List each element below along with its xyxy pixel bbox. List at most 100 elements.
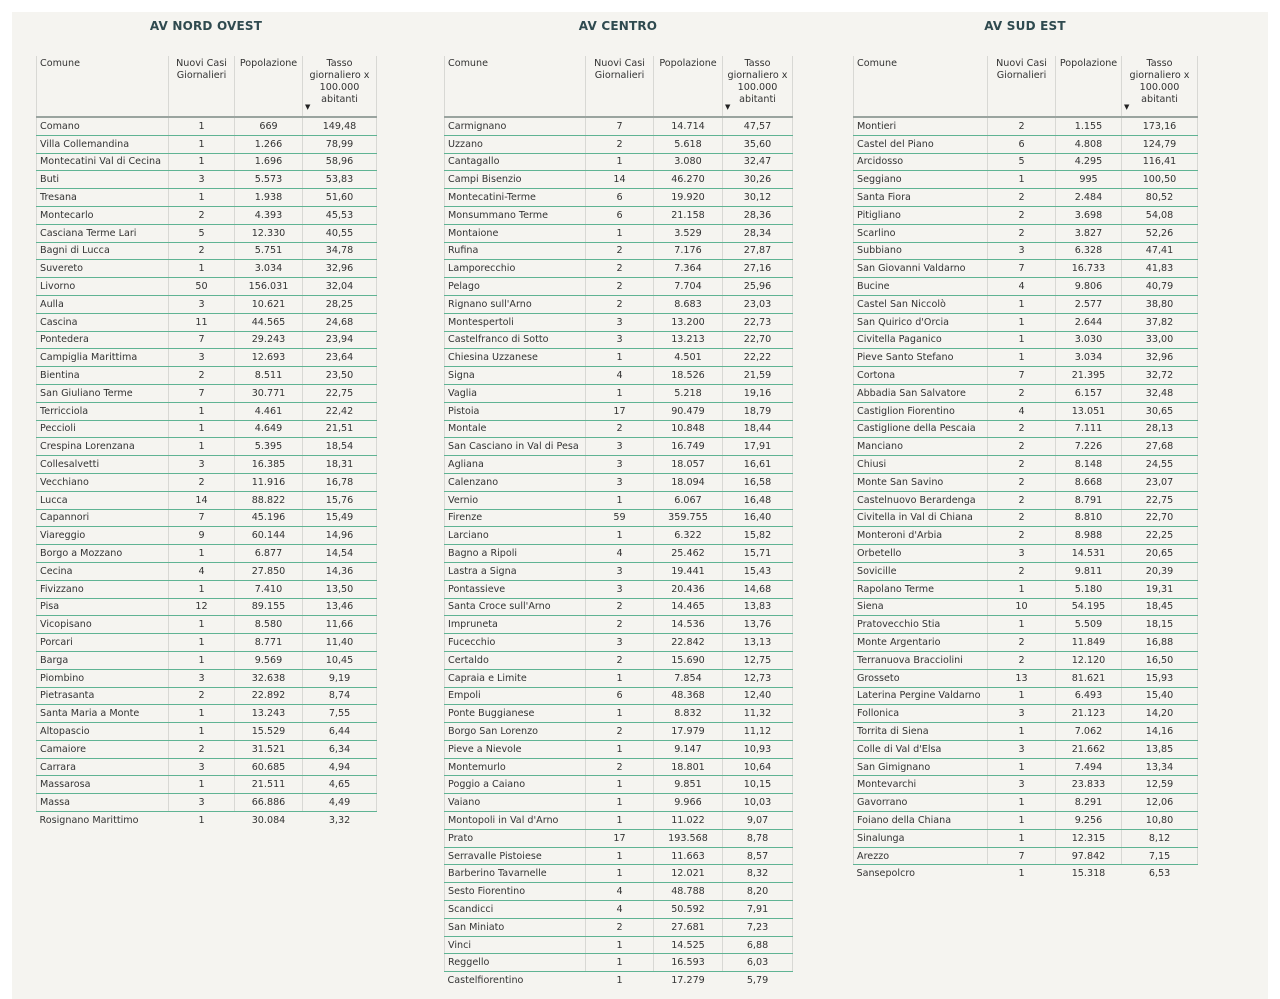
cases-table: Comune Nuovi Casi Giornalieri Popolazione T… xyxy=(444,56,793,989)
rate-cell: 53,83 xyxy=(302,170,377,190)
population-cell: 5.218 xyxy=(653,384,723,403)
comune-cell: Arezzo xyxy=(853,847,988,866)
population-cell: 17.279 xyxy=(671,975,705,987)
comune-cell: Foiano della Chiana xyxy=(853,811,988,830)
table-row: Piombino 3 32.638 9,19 xyxy=(36,669,377,688)
rate-cell: 15,82 xyxy=(722,526,793,546)
comune-cell: Massarosa xyxy=(36,775,169,795)
comune-cell: Scarlino xyxy=(853,224,988,243)
rate-cell: 100,50 xyxy=(1121,170,1198,190)
population-cell: 3.034 xyxy=(234,259,303,279)
table-row: Castelfiorentino 1 17.279 5,79 xyxy=(445,972,793,989)
cases-cell: 1 xyxy=(987,331,1056,350)
table-row: Buti 3 5.573 53,83 xyxy=(36,170,377,190)
cases-cell: 1 xyxy=(585,793,654,813)
column-header-cases[interactable]: Nuovi Casi Giornalieri xyxy=(585,56,654,118)
population-cell: 6.493 xyxy=(1055,687,1122,706)
cases-cell: 3 xyxy=(585,580,654,599)
header-row: Comune Nuovi Casi Giornalieri Popolazione T… xyxy=(444,56,793,118)
rate-cell: 22,75 xyxy=(302,384,377,403)
region-title: AV CENTRO xyxy=(578,19,658,33)
cases-cell: 1 xyxy=(585,224,654,243)
cases-cell: 2 xyxy=(168,242,235,261)
column-header-label: Tasso giornaliero x 100.000 abitanti xyxy=(309,58,370,105)
rate-cell: 27,68 xyxy=(1121,437,1198,457)
comune-cell: Sinalunga xyxy=(853,829,988,848)
rate-cell: 20,39 xyxy=(1121,562,1198,581)
cases-cell: 1 xyxy=(168,437,235,457)
population-cell: 5.509 xyxy=(1055,615,1122,635)
column-header-population[interactable]: Popolazione xyxy=(234,56,303,118)
rate-cell: 7,23 xyxy=(722,918,793,937)
comune-cell: San Gimignano xyxy=(853,758,988,777)
table-row: San Giuliano Terme 7 30.771 22,75 xyxy=(36,384,377,403)
table-row: Montale 2 10.848 18,44 xyxy=(444,420,793,439)
column-header-comune[interactable]: Comune xyxy=(444,56,586,118)
table-row: Arcidosso 5 4.295 116,41 xyxy=(853,153,1198,172)
population-cell: 21.123 xyxy=(1055,704,1122,724)
population-cell: 8.148 xyxy=(1055,455,1122,474)
population-cell: 6.877 xyxy=(234,544,303,563)
rate-cell: 8,57 xyxy=(722,847,793,866)
rate-cell: 10,80 xyxy=(1121,811,1198,830)
cases-cell: 2 xyxy=(987,117,1056,136)
population-cell: 156.031 xyxy=(234,277,303,296)
comune-cell: Comano xyxy=(36,117,169,136)
column-header-cases[interactable]: Nuovi Casi Giornalieri xyxy=(168,56,235,118)
table-row: Manciano 2 7.226 27,68 xyxy=(853,437,1198,457)
rate-cell: 14,68 xyxy=(722,580,793,599)
rate-cell: 11,32 xyxy=(722,704,793,724)
sort-descending-icon[interactable]: ▼ xyxy=(305,103,311,111)
cases-cell: 3 xyxy=(585,473,654,492)
column-header-rate[interactable]: Tasso giornaliero x 100.000 abitanti ▼ xyxy=(1121,56,1198,118)
comune-cell: Prato xyxy=(444,829,586,848)
comune-cell: Montecatini-Terme xyxy=(444,188,586,207)
table-row: Castel del Piano 6 4.808 124,79 xyxy=(853,135,1198,154)
population-cell: 8.511 xyxy=(234,366,303,385)
cases-cell: 3 xyxy=(168,295,235,314)
population-cell: 31.521 xyxy=(234,740,303,759)
column-header-rate[interactable]: Tasso giornaliero x 100.000 abitanti ▼ xyxy=(722,56,793,118)
table-row: Barberino Tavarnelle 1 12.021 8,32 xyxy=(444,864,793,884)
population-cell: 8.771 xyxy=(234,633,303,652)
population-cell: 8.791 xyxy=(1055,491,1122,510)
population-cell: 22.892 xyxy=(234,687,303,706)
column-header-population[interactable]: Popolazione xyxy=(653,56,723,118)
comune-cell: Grosseto xyxy=(853,669,988,688)
population-cell: 60.685 xyxy=(234,758,303,777)
comune-cell: Larciano xyxy=(444,526,586,546)
table-row: Empoli 6 48.368 12,40 xyxy=(444,687,793,706)
rate-cell: 52,26 xyxy=(1121,224,1198,243)
column-header-cases[interactable]: Nuovi Casi Giornalieri xyxy=(987,56,1056,118)
column-header-rate[interactable]: Tasso giornaliero x 100.000 abitanti ▼ xyxy=(302,56,377,118)
table-row: Capraia e Limite 1 7.854 12,73 xyxy=(444,669,793,688)
column-header-comune[interactable]: Comune xyxy=(36,56,169,118)
comune-cell: Seggiano xyxy=(853,170,988,190)
population-cell: 19.441 xyxy=(653,562,723,581)
sort-descending-icon[interactable]: ▼ xyxy=(725,103,731,111)
population-cell: 14.531 xyxy=(1055,544,1122,563)
rate-cell: 28,13 xyxy=(1121,420,1198,439)
population-cell: 6.067 xyxy=(653,491,723,510)
column-header-population[interactable]: Popolazione xyxy=(1055,56,1122,118)
cases-cell: 1 xyxy=(585,669,654,688)
rate-cell: 28,34 xyxy=(722,224,793,243)
rate-cell: 10,03 xyxy=(722,793,793,813)
rate-cell: 10,45 xyxy=(302,651,377,670)
cases-cell: 7 xyxy=(168,509,235,528)
table-row: Larciano 1 6.322 15,82 xyxy=(444,526,793,546)
comune-cell: Massa xyxy=(36,793,169,813)
cases-cell: 3 xyxy=(168,348,235,368)
column-header-comune[interactable]: Comune xyxy=(853,56,988,118)
sort-descending-icon[interactable]: ▼ xyxy=(1124,103,1130,111)
comune-cell: Villa Collemandina xyxy=(36,135,169,154)
comune-cell: Santa Croce sull'Arno xyxy=(444,598,586,617)
rate-cell: 32,72 xyxy=(1121,366,1198,385)
population-cell: 13.243 xyxy=(234,704,303,724)
comune-cell: Viareggio xyxy=(36,526,169,546)
table-row: Gavorrano 1 8.291 12,06 xyxy=(853,793,1198,813)
rate-cell: 7,91 xyxy=(722,900,793,919)
rate-cell: 30,12 xyxy=(722,188,793,207)
population-cell: 193.568 xyxy=(653,829,723,848)
table-row: Ponte Buggianese 1 8.832 11,32 xyxy=(444,704,793,724)
